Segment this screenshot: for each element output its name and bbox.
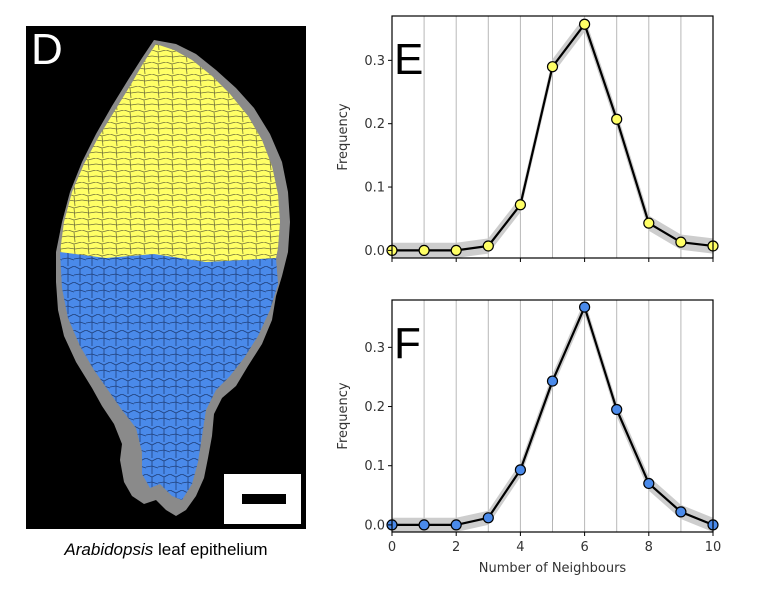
y-tick-label: 0.3 xyxy=(364,54,385,69)
leaf-illustration xyxy=(56,40,290,516)
data-point xyxy=(611,113,623,125)
leaf-image-panel: D xyxy=(26,26,306,529)
y-tick-label: 0.2 xyxy=(364,117,385,132)
x-tick-label: 2 xyxy=(452,540,460,555)
leaf-caption: Arabidopsis leaf epithelium xyxy=(26,540,306,560)
y-axis-label: Frequency xyxy=(336,103,351,170)
y-tick-label: 0.1 xyxy=(364,181,385,196)
panel-letter: F xyxy=(394,319,421,368)
y-axis-label: Frequency xyxy=(336,382,351,449)
y-tick-label: 0.0 xyxy=(364,244,385,259)
data-point xyxy=(546,375,559,387)
data-point xyxy=(611,403,623,416)
chart-e: 0.0 0.1 0.2 0.3 Frequency E xyxy=(336,15,719,262)
data-point xyxy=(578,301,591,313)
x-tick-label: 10 xyxy=(705,540,722,555)
y-tick-label: 0.0 xyxy=(364,518,385,533)
data-point xyxy=(514,464,527,476)
data-point xyxy=(514,199,527,211)
data-point xyxy=(450,519,462,531)
panel-d-letter: D xyxy=(31,26,63,74)
y-tick-label: 0.3 xyxy=(364,341,385,356)
scale-bar xyxy=(242,494,286,504)
data-point xyxy=(643,477,655,490)
x-tick-label: 0 xyxy=(388,540,396,555)
panel-letter: E xyxy=(394,35,423,84)
x-tick-label: 6 xyxy=(580,540,588,555)
axes-frame xyxy=(391,15,714,259)
data-point xyxy=(675,506,687,518)
scale-bar-box xyxy=(224,474,301,524)
y-tick-label: 0.2 xyxy=(364,400,385,415)
y-tick-label: 0.1 xyxy=(364,459,385,474)
x-tick-label: 4 xyxy=(516,540,524,555)
data-point xyxy=(578,18,591,30)
axes-frame xyxy=(391,299,714,533)
data-point xyxy=(450,244,462,256)
data-point xyxy=(675,236,687,248)
data-point xyxy=(482,240,494,252)
data-point xyxy=(418,519,430,531)
data-point xyxy=(546,61,559,73)
x-tick-label: 8 xyxy=(645,540,653,555)
data-point xyxy=(482,512,494,524)
leaf-caption-species: Arabidopsis xyxy=(64,540,154,559)
data-point xyxy=(643,217,655,229)
leaf-caption-text: leaf epithelium xyxy=(153,540,268,559)
chart-f: 0.0 0.1 0.2 0.3 0 2 4 6 8 10 Frequency Number of Ne… xyxy=(336,299,722,576)
leaf-upper-cell-walls xyxy=(60,44,280,262)
data-point xyxy=(418,244,430,256)
x-axis-label: Number of Neighbours xyxy=(479,561,627,576)
leaf-lower-cell-walls xyxy=(60,252,278,500)
